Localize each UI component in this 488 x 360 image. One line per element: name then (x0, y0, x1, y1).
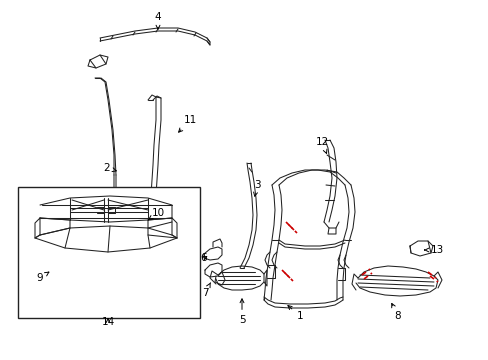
Text: 9: 9 (37, 272, 49, 283)
Text: 3: 3 (253, 180, 260, 196)
Text: 1: 1 (287, 306, 303, 321)
Text: 2: 2 (103, 163, 116, 173)
Text: 6: 6 (200, 253, 207, 263)
Text: 4: 4 (154, 12, 161, 29)
Text: 11: 11 (178, 115, 196, 132)
Text: 5: 5 (238, 299, 245, 325)
Bar (18, 187, 200, 318)
Text: 10: 10 (148, 208, 164, 220)
Text: 12: 12 (315, 137, 328, 153)
Text: 13: 13 (424, 245, 443, 255)
Text: 8: 8 (391, 303, 401, 321)
Text: 14: 14 (101, 317, 114, 327)
Text: 7: 7 (201, 283, 210, 298)
